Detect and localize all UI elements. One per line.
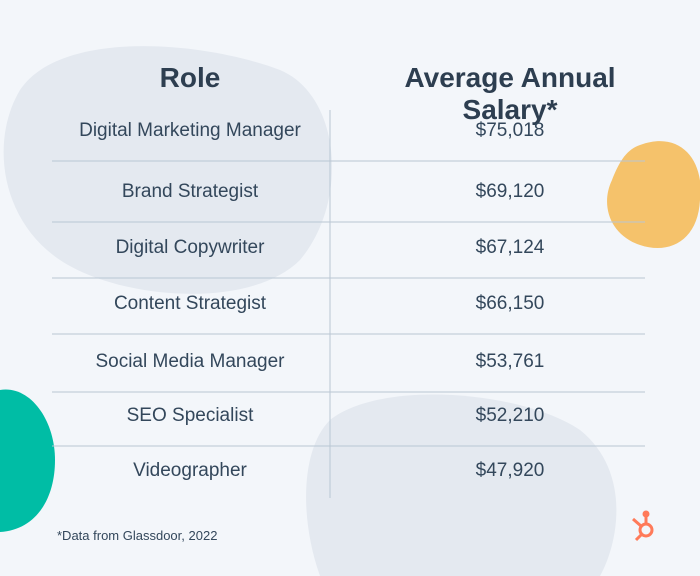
salary-cell: $69,120 (475, 181, 545, 202)
blob (607, 141, 700, 248)
role-cell: SEO Specialist (126, 405, 254, 426)
salary-cell: $66,150 (475, 293, 545, 314)
column-header: Role (159, 62, 221, 93)
role-cell: Videographer (133, 460, 247, 481)
salary-cell: $52,210 (475, 405, 545, 426)
salary-cell: $53,761 (475, 351, 545, 372)
blob (3, 46, 333, 294)
role-cell: Content Strategist (113, 293, 267, 314)
blob (306, 394, 617, 576)
role-cell: Brand Strategist (121, 181, 259, 202)
salary-cell: $75,018 (475, 120, 545, 141)
column-header: Average Annual Salary* (404, 62, 616, 125)
salary-cell: $67,124 (475, 237, 545, 258)
blob (0, 389, 55, 532)
salary-cell: $47,920 (475, 460, 545, 481)
role-cell: Social Media Manager (95, 351, 285, 372)
role-cell: Digital Copywriter (115, 237, 265, 258)
logo (632, 510, 654, 542)
role-cell: Digital Marketing Manager (79, 120, 301, 141)
footnote: *Data from Glassdoor, 2022 (57, 528, 218, 543)
